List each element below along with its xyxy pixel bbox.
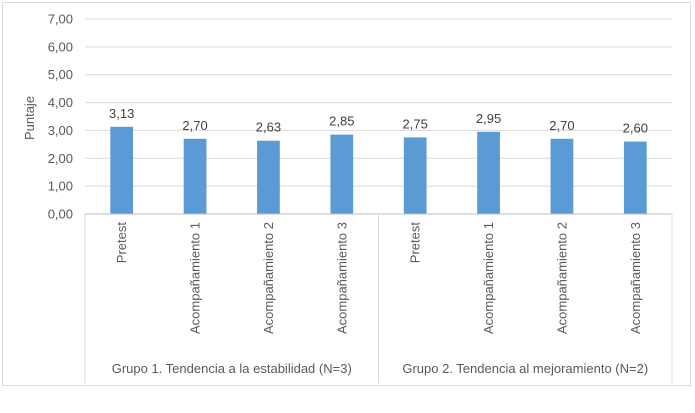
data-label: 2,95 bbox=[476, 111, 501, 126]
y-tick-label: 2,00 bbox=[48, 151, 73, 166]
bar bbox=[550, 138, 574, 214]
x-tick-label: Acompañamiento 2 bbox=[261, 222, 276, 334]
bar bbox=[330, 134, 354, 214]
bar bbox=[110, 126, 134, 214]
bar bbox=[403, 137, 427, 214]
x-tick-label: Pretest bbox=[408, 222, 423, 264]
data-label: 3,13 bbox=[109, 106, 134, 121]
x-tick-label: Acompañamiento 3 bbox=[334, 222, 349, 334]
y-tick-label: 7,00 bbox=[48, 12, 73, 27]
data-label: 2,75 bbox=[403, 116, 428, 131]
y-tick-label: 4,00 bbox=[48, 95, 73, 110]
bar bbox=[623, 141, 647, 214]
bar bbox=[257, 140, 280, 214]
data-label: 2,60 bbox=[623, 121, 648, 136]
group-label: Grupo 2. Tendencia al mejoramiento (N=2) bbox=[402, 361, 648, 376]
y-tick-label: 1,00 bbox=[48, 179, 73, 194]
x-tick-label: Acompañamiento 1 bbox=[481, 222, 496, 334]
x-tick-label: Pretest bbox=[114, 222, 129, 264]
data-label: 2,85 bbox=[329, 114, 354, 129]
data-label: 2,63 bbox=[256, 120, 281, 135]
x-tick-label: Acompañamiento 2 bbox=[554, 222, 569, 334]
y-tick-label: 5,00 bbox=[48, 67, 73, 82]
group-label: Grupo 1. Tendencia a la estabilidad (N=3… bbox=[112, 361, 352, 376]
bar bbox=[183, 138, 207, 214]
y-axis-label: Puntaje bbox=[22, 96, 37, 140]
y-tick-label: 0,00 bbox=[48, 207, 73, 222]
x-tick-label: Acompañamiento 1 bbox=[188, 222, 203, 334]
data-label: 2,70 bbox=[549, 118, 574, 133]
y-tick-label: 6,00 bbox=[48, 39, 73, 54]
bar bbox=[477, 131, 500, 214]
x-tick-label: Acompañamiento 3 bbox=[628, 222, 643, 334]
data-label: 2,70 bbox=[182, 118, 207, 133]
y-tick-label: 3,00 bbox=[48, 123, 73, 138]
